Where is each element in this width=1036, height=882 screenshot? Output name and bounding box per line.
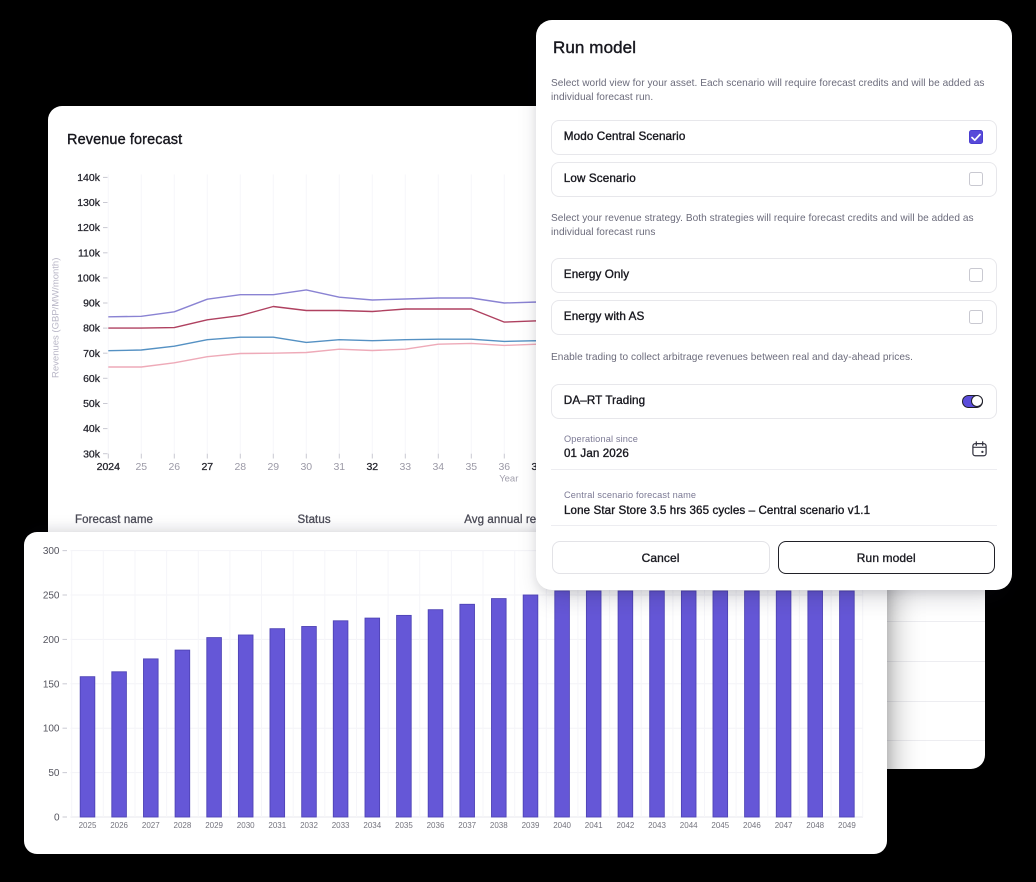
svg-text:25: 25 [135, 461, 147, 473]
svg-text:140k: 140k [77, 172, 101, 184]
svg-text:2049: 2049 [838, 821, 856, 830]
svg-text:32: 32 [366, 461, 378, 473]
svg-text:2041: 2041 [585, 821, 603, 830]
svg-text:2035: 2035 [395, 821, 413, 830]
svg-text:2032: 2032 [300, 821, 318, 830]
svg-text:33: 33 [399, 461, 411, 473]
svg-text:2036: 2036 [427, 821, 445, 830]
svg-text:27: 27 [201, 461, 213, 473]
svg-text:70k: 70k [83, 347, 101, 359]
svg-text:0: 0 [54, 813, 60, 824]
svg-text:2038: 2038 [490, 821, 508, 830]
svg-text:2047: 2047 [775, 821, 793, 830]
svg-text:2033: 2033 [332, 821, 350, 830]
svg-text:Revenues (GBP/MW/month): Revenues (GBP/MW/month) [51, 257, 62, 377]
svg-text:90k: 90k [83, 297, 101, 309]
svg-text:200: 200 [43, 635, 60, 646]
svg-text:110k: 110k [78, 247, 101, 259]
svg-text:30: 30 [300, 461, 312, 473]
svg-text:2043: 2043 [648, 821, 666, 830]
svg-text:2040: 2040 [553, 821, 571, 830]
svg-text:300: 300 [43, 546, 60, 557]
svg-text:2030: 2030 [237, 821, 255, 830]
svg-text:Year: Year [499, 473, 518, 484]
svg-text:2034: 2034 [363, 821, 381, 830]
svg-text:2044: 2044 [680, 821, 698, 830]
svg-text:80k: 80k [83, 322, 101, 334]
svg-text:2045: 2045 [711, 821, 729, 830]
svg-text:28: 28 [234, 461, 246, 473]
svg-text:50k: 50k [83, 398, 101, 410]
svg-text:2031: 2031 [268, 821, 286, 830]
svg-text:2046: 2046 [743, 821, 761, 830]
svg-text:2029: 2029 [205, 821, 223, 830]
svg-text:130k: 130k [77, 197, 101, 209]
svg-text:2048: 2048 [806, 821, 824, 830]
svg-text:36: 36 [498, 461, 510, 473]
svg-text:2024: 2024 [97, 461, 121, 473]
svg-text:100k: 100k [77, 272, 101, 284]
svg-text:40k: 40k [83, 423, 101, 435]
svg-text:2037: 2037 [458, 821, 476, 830]
svg-text:2025: 2025 [79, 821, 97, 830]
svg-text:2042: 2042 [617, 821, 635, 830]
svg-text:100: 100 [43, 724, 60, 735]
svg-text:26: 26 [168, 461, 180, 473]
svg-text:2027: 2027 [142, 821, 160, 830]
svg-text:34: 34 [432, 461, 444, 473]
svg-text:120k: 120k [77, 222, 101, 234]
svg-text:50: 50 [48, 768, 60, 779]
svg-text:29: 29 [267, 461, 279, 473]
svg-text:60k: 60k [83, 372, 101, 384]
svg-text:30k: 30k [83, 448, 101, 460]
svg-text:2026: 2026 [110, 821, 128, 830]
svg-text:150: 150 [43, 679, 60, 690]
svg-text:2039: 2039 [522, 821, 540, 830]
svg-text:31: 31 [333, 461, 345, 473]
svg-text:2028: 2028 [174, 821, 192, 830]
svg-text:250: 250 [43, 591, 60, 602]
svg-text:35: 35 [465, 461, 477, 473]
